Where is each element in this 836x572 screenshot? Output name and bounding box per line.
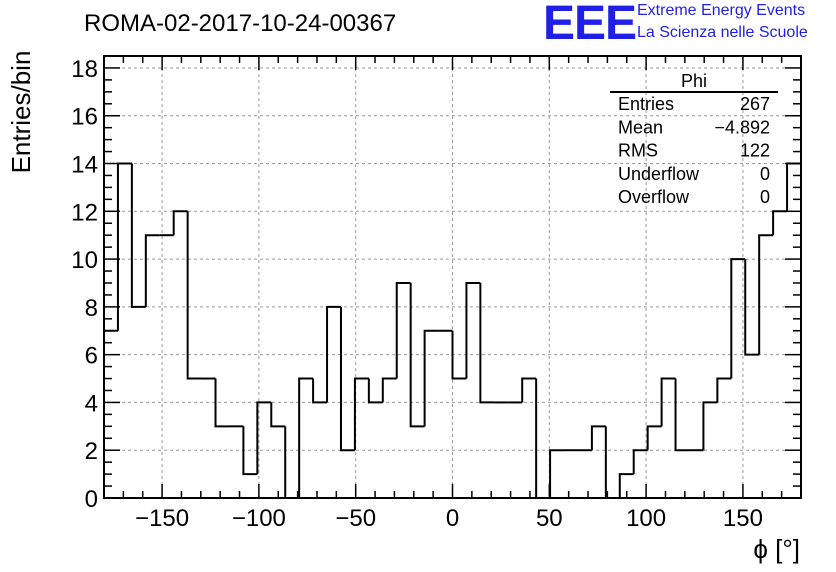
chart-title: ROMA-02-2017-10-24-00367 (84, 10, 397, 37)
stats-value: −4.892 (714, 117, 770, 137)
histogram-bin (409, 282, 425, 428)
stats-box-name: Phi (681, 71, 707, 91)
grid-lines (104, 56, 801, 498)
histogram-bin (604, 426, 620, 499)
x-tick-label: 0 (446, 505, 459, 532)
y-tick-label: 16 (71, 104, 98, 131)
x-tick-label: 50 (536, 505, 563, 532)
y-tick-label: 2 (85, 438, 98, 465)
histogram-bin (298, 377, 314, 498)
histogram-bin (772, 210, 788, 236)
histogram-bin (521, 377, 537, 403)
histogram-bin (242, 426, 258, 476)
histogram-bin (214, 378, 230, 428)
histogram-bin (451, 330, 467, 380)
eee-logo: EEE (543, 0, 637, 50)
stats-value: 0 (760, 187, 770, 207)
histogram-bin (186, 211, 202, 380)
y-tick-label: 14 (71, 152, 98, 179)
y-tick-label: 12 (71, 199, 98, 226)
histogram-bin (465, 281, 481, 379)
histogram-bin (632, 449, 648, 475)
histogram-bin (116, 162, 132, 331)
y-axis-title: Entries/bin (6, 51, 36, 174)
stats-label: Mean (618, 117, 663, 137)
x-tick-label: −150 (135, 505, 189, 532)
histogram-bars (103, 162, 801, 499)
histogram-bin (702, 401, 718, 451)
histogram-bin (535, 378, 551, 499)
x-tick-label: −100 (232, 505, 286, 532)
y-tick-label: 18 (71, 56, 98, 83)
stats-value: 267 (740, 94, 770, 114)
histogram-bin (479, 282, 495, 404)
y-tick-label: 4 (85, 390, 98, 417)
histogram-bin (284, 426, 300, 499)
histogram-bin (270, 402, 286, 428)
stats-label: Overflow (618, 187, 690, 207)
stats-value: 122 (740, 141, 770, 161)
stats-label: RMS (618, 141, 658, 161)
histogram-bin (144, 234, 160, 307)
histogram-bin (716, 377, 732, 403)
logo-line-2: La Scienza nelle Scuole (637, 24, 808, 41)
x-tick-label: −50 (335, 505, 376, 532)
histogram-bin (326, 305, 341, 403)
histogram-bin (256, 401, 272, 475)
stats-label: Entries (618, 94, 674, 114)
stats-label: Underflow (618, 164, 700, 184)
histogram-bin (353, 377, 369, 451)
histogram-bin (646, 425, 662, 451)
y-tick-label: 8 (85, 295, 98, 322)
histogram-bin (312, 378, 328, 404)
histogram-bin (758, 234, 774, 355)
histogram-bin (395, 281, 411, 379)
stats-value: 0 (760, 164, 770, 184)
histogram-bin (549, 449, 565, 498)
y-tick-label: 10 (71, 247, 98, 274)
histogram-bin (172, 210, 188, 236)
stats-box: Phi Entries 267 Mean −4.892 RMS 122 Underflow 0 O… (610, 71, 778, 207)
x-tick-label: 150 (723, 505, 763, 532)
y-tick-label: 0 (85, 486, 98, 513)
histogram-bin (423, 329, 439, 427)
histogram-bin (660, 377, 676, 427)
histogram-bin (130, 163, 146, 308)
x-axis-title: ϕ [°] (753, 534, 800, 564)
histogram-bin (381, 377, 397, 403)
histogram-bin (730, 258, 746, 379)
x-tick-label: 100 (626, 505, 666, 532)
logo-line-1: Extreme Energy Events (637, 2, 806, 19)
histogram-bin (618, 473, 634, 498)
histogram-bin (590, 425, 606, 451)
histogram-bin (674, 378, 690, 452)
histogram-bin (744, 259, 760, 356)
tick-labels: −150 −100 −50 0 50 100 150 0 2 4 6 8 10 12 14 16 18 (71, 56, 763, 532)
axis-ticks (103, 55, 802, 499)
histogram-bin (367, 378, 383, 404)
histogram-bin (339, 306, 355, 452)
y-tick-label: 6 (85, 343, 98, 370)
